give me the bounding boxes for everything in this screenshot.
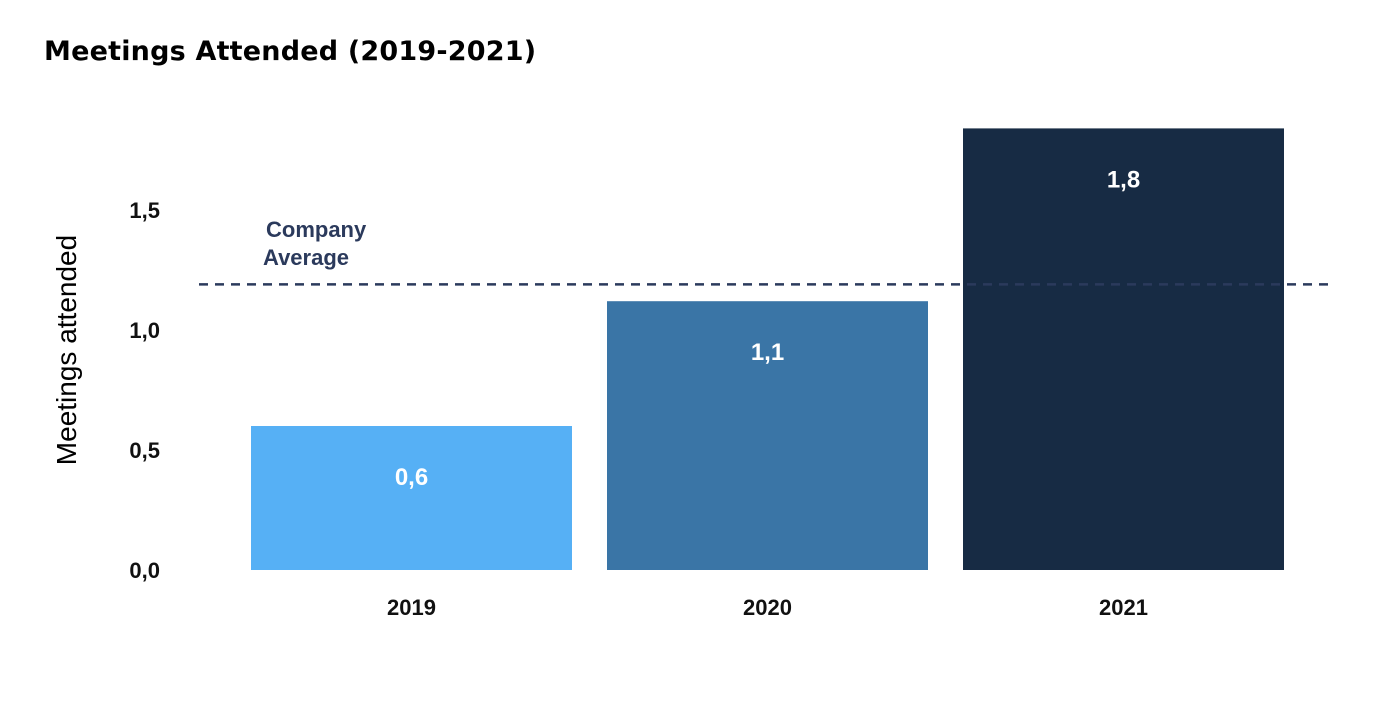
bar-value-label: 1,8: [1107, 166, 1140, 193]
bar-value-label: 0,6: [395, 464, 428, 491]
reference-line-group: Company Average: [199, 217, 1334, 286]
y-tick-label: 0,5: [129, 438, 160, 463]
y-tick-label: 1,0: [129, 318, 160, 343]
bar-2020: [607, 301, 928, 570]
y-axis-ticks: 0,0 0,5 1,0 1,5: [129, 198, 160, 583]
x-axis-ticks: 2019 2020 2021: [387, 595, 1148, 620]
company-average-label: Average: [263, 245, 349, 270]
y-axis-label: Meetings attended: [51, 235, 82, 465]
x-tick-label: 2020: [743, 595, 792, 620]
bars: [251, 128, 1284, 570]
bar-value-labels: 0,6 1,1 1,8: [395, 166, 1140, 491]
chart-title: Meetings Attended (2019-2021): [44, 36, 537, 67]
x-tick-label: 2019: [387, 595, 436, 620]
x-tick-label: 2021: [1099, 595, 1148, 620]
company-average-label: Company: [266, 217, 367, 242]
bar-2019: [251, 426, 572, 570]
bar-2021: [963, 128, 1284, 570]
bar-value-label: 1,1: [751, 339, 784, 366]
y-tick-label: 1,5: [129, 198, 160, 223]
y-tick-label: 0,0: [129, 558, 160, 583]
